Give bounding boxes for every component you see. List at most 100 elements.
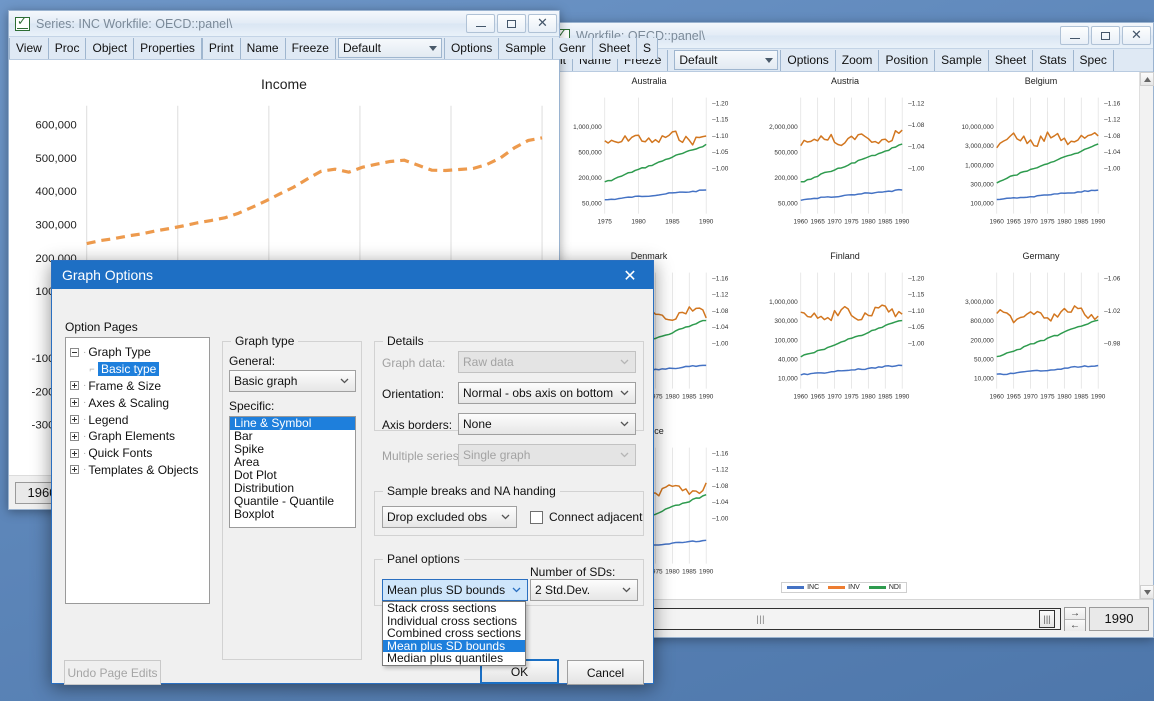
close-button[interactable]: ✕ <box>1122 26 1151 45</box>
panel-chart-australia[interactable]: Australia 1975 1980 1985 1990 1,000,000 500,00… <box>551 74 747 249</box>
chevron-down-icon <box>617 359 631 365</box>
toolbar1-button-s[interactable]: S <box>637 37 659 59</box>
toolbar2-button-position[interactable]: Position <box>879 49 936 71</box>
panel-chart-title: Australia <box>631 76 667 86</box>
toolbar1-button-sample[interactable]: Sample <box>499 37 553 59</box>
option-pages-tree[interactable]: · Graph Type ⌐ Basic type · Frame & Size · Axes… <box>65 337 210 604</box>
sample-end-year[interactable]: 1990 <box>1089 606 1149 631</box>
tree-item-axes-scaling[interactable]: · Axes & Scaling <box>70 394 205 411</box>
toolbar2-button-spec[interactable]: Spec <box>1073 49 1114 71</box>
cancel-button[interactable]: Cancel <box>567 660 644 685</box>
specific-option-bar[interactable]: Bar <box>234 429 253 443</box>
tree-item-frame-size[interactable]: · Frame & Size <box>70 378 205 395</box>
toolbar2-button-zoom[interactable]: Zoom <box>835 49 880 71</box>
sample-breaks-value: Drop excluded obs <box>387 510 488 524</box>
panel-x-tick: 1990 <box>699 393 714 400</box>
panel-options-combo[interactable]: Mean plus SD bounds <box>382 579 528 601</box>
tree-item-templates-objects[interactable]: · Templates & Objects <box>70 462 205 479</box>
tree-dash-icon: · <box>83 397 87 409</box>
expand-plus-icon[interactable] <box>70 381 79 391</box>
panel-left-tick: 10,000 <box>974 376 994 383</box>
toolbar2-button-sample[interactable]: Sample <box>935 49 989 71</box>
toolbar1-button-name[interactable]: Name <box>240 37 286 59</box>
specific-option-quantile-quantile[interactable]: Quantile - Quantile <box>234 494 335 508</box>
graph-data-label: Graph data: <box>382 356 446 370</box>
dialog-titlebar[interactable]: Graph Options ✕ <box>52 261 653 289</box>
toolbar1-button-options[interactable]: Options <box>443 37 500 59</box>
tree-item-basic-type[interactable]: ⌐ Basic type <box>70 361 205 378</box>
graph-options-dialog[interactable]: Graph Options ✕ Option Pages · Graph Type… <box>51 260 654 685</box>
specific-option-line-symbol[interactable]: Line & Symbol <box>230 417 355 430</box>
panel-option-individual-cross-sections[interactable]: Individual cross sections <box>387 613 518 628</box>
panel-chart-finland[interactable]: Finland 1960 1965 1970 1975 1980 1985 1990 1,000… <box>747 249 943 424</box>
panel-options-dropdown[interactable]: Stack cross sections Individual cross sec… <box>382 601 526 666</box>
window1-default-combo[interactable]: Default <box>337 38 442 58</box>
scroll-down-arrow[interactable] <box>1140 585 1154 599</box>
window2-default-combo[interactable]: Default <box>674 50 779 70</box>
number-of-sds-combo[interactable]: 2 Std.Dev. <box>530 579 638 601</box>
specific-option-dot-plot[interactable]: Dot Plot <box>234 468 277 482</box>
connect-adjacent-checkbox[interactable]: Connect adjacent <box>530 510 642 524</box>
toolbar1-button-freeze[interactable]: Freeze <box>285 37 336 59</box>
toolbar1-button-object[interactable]: Object <box>86 37 135 59</box>
tree-item-graph-type[interactable]: · Graph Type <box>70 344 205 361</box>
minimize-button[interactable] <box>466 14 495 33</box>
toolbar1-button-print[interactable]: Print <box>201 37 241 59</box>
shift-right-icon[interactable]: → <box>1065 607 1085 620</box>
scroll-up-arrow[interactable] <box>1140 72 1154 86</box>
panel-chart-belgium[interactable]: Belgium 1960 1965 1970 1975 1980 1985 1990 10,00… <box>943 74 1139 249</box>
panel-x-tick: 1970 <box>1023 218 1038 225</box>
specific-graph-type-list[interactable]: Line & Symbol Bar Spike Area Dot Plot Distrib… <box>229 416 356 528</box>
axis-borders-combo[interactable]: None <box>458 413 636 435</box>
panel-chart-germany[interactable]: Germany 1960 1965 1970 1975 1980 1985 1990 3,000… <box>943 249 1139 424</box>
expand-plus-icon[interactable] <box>70 465 79 475</box>
checkbox-icon[interactable] <box>530 510 543 524</box>
expand-plus-icon[interactable] <box>70 448 79 458</box>
specific-option-area[interactable]: Area <box>234 455 260 469</box>
maximize-button[interactable] <box>1091 26 1120 45</box>
dialog-close-icon[interactable]: ✕ <box>623 265 637 285</box>
tree-item-graph-elements[interactable]: · Graph Elements <box>70 428 205 445</box>
panel-x-tick: 1960 <box>794 393 809 400</box>
toolbar2-button-options[interactable]: Options <box>780 49 836 71</box>
toolbar1-button-properties[interactable]: Properties <box>134 37 202 59</box>
window1-titlebar[interactable]: Series: INC Workfile: OECD::panel\ ✕ <box>9 11 559 37</box>
window1-toolbar[interactable]: View Proc Object Properties Print Name F… <box>9 37 659 60</box>
sample-breaks-combo[interactable]: Drop excluded obs <box>382 506 517 528</box>
close-button[interactable]: ✕ <box>528 14 557 33</box>
general-graph-type-combo[interactable]: Basic graph <box>229 370 356 392</box>
expand-plus-icon[interactable] <box>70 415 79 425</box>
tree-item-legend[interactable]: · Legend <box>70 411 205 428</box>
expand-plus-icon[interactable] <box>70 398 79 408</box>
panel-x-tick: 1975 <box>1040 393 1055 400</box>
legend-label: INV <box>848 584 860 591</box>
minimize-button[interactable] <box>1060 26 1089 45</box>
specific-option-spike[interactable]: Spike <box>234 442 265 456</box>
toolbar1-button-view[interactable]: View <box>9 37 49 59</box>
expand-plus-icon[interactable] <box>70 431 79 441</box>
maximize-button[interactable] <box>497 14 526 33</box>
panel-chart-empty <box>943 424 1139 599</box>
toolbar2-button-stats[interactable]: Stats <box>1033 49 1074 71</box>
panel-option-median-plus-quantiles[interactable]: Median plus quantiles <box>387 651 504 666</box>
toolbar1-button-proc[interactable]: Proc <box>48 37 87 59</box>
vertical-scrollbar[interactable] <box>1139 72 1154 599</box>
toolbar2-button-sheet[interactable]: Sheet <box>988 49 1034 71</box>
panel-chart-austria[interactable]: Austria 1960 1965 1970 1975 1980 1985 1990 2,000… <box>747 74 943 249</box>
sample-horizontal-scrollbar[interactable]: ||| ||| <box>553 607 1061 630</box>
panel-right-tick: –1.15 <box>908 292 925 299</box>
panel-option-combined-cross-sections[interactable]: Combined cross sections <box>387 626 522 641</box>
tree-item-quick-fonts[interactable]: · Quick Fonts <box>70 445 205 462</box>
collapse-minus-icon[interactable] <box>70 347 79 357</box>
orientation-combo[interactable]: Normal - obs axis on bottom <box>458 382 636 404</box>
toolbar1-button-genr[interactable]: Genr <box>552 37 593 59</box>
panel-option-stack-cross-sections[interactable]: Stack cross sections <box>387 601 497 615</box>
shift-left-icon[interactable]: ← <box>1065 619 1085 631</box>
toolbar1-button-sheet[interactable]: Sheet <box>592 37 638 59</box>
panel-right-tick: –1.08 <box>712 483 729 490</box>
specific-option-boxplot[interactable]: Boxplot <box>234 507 275 521</box>
scroll-thumb[interactable]: ||| <box>1039 609 1055 628</box>
specific-option-distribution[interactable]: Distribution <box>234 481 295 495</box>
panel-option-mean-plus-sd-bounds[interactable]: Mean plus SD bounds <box>383 640 525 653</box>
sample-shift-buttons[interactable]: → ← <box>1064 606 1086 631</box>
